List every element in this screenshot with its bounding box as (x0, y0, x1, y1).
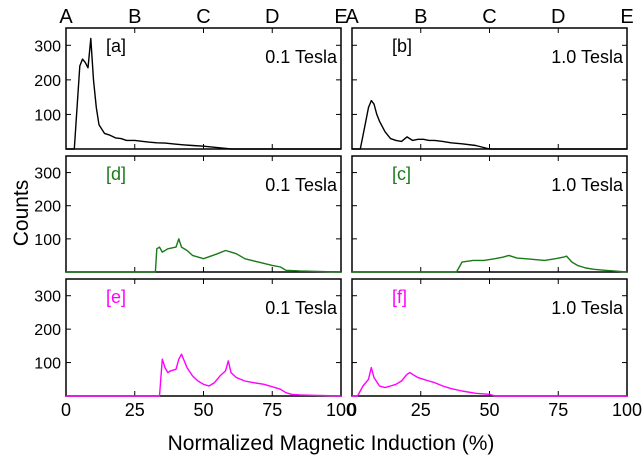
x-tick-label: 100 (326, 400, 356, 420)
y-tick-label: 300 (34, 166, 61, 183)
y-tick-label: 300 (34, 289, 61, 306)
series-line (352, 366, 627, 397)
x-tick-label: 25 (411, 400, 431, 420)
top-letter: A (59, 6, 73, 28)
x-tick-label: 100 (612, 400, 642, 420)
x-tick-label: 50 (193, 400, 213, 420)
top-letter: C (196, 6, 210, 28)
field-label: 0.1 Tesla (265, 298, 338, 318)
panel-5: 100 200 300 [e] 0.1 Tesla (34, 278, 342, 397)
x-tick-label: 25 (125, 400, 145, 420)
panel-4: [c] 1.0 Tesla (351, 155, 628, 273)
x-tick-label: 0 (61, 400, 71, 420)
top-letter: E (334, 6, 347, 28)
top-letter: C (482, 6, 496, 28)
panel-2: [b] 1.0 Tesla (351, 27, 628, 150)
series-line (66, 37, 341, 150)
top-letter: B (414, 6, 427, 28)
y-tick-label: 200 (34, 199, 61, 216)
x-tick-label: 0 (347, 400, 357, 420)
y-tick-label: 100 (34, 232, 61, 249)
field-label: 0.1 Tesla (265, 47, 338, 67)
x-axis-label: Normalized Magnetic Induction (%) (168, 432, 495, 455)
top-letter: B (128, 6, 141, 28)
series-line (352, 99, 627, 150)
top-letter: D (551, 6, 565, 28)
panel-6: [f] 1.0 Tesla (351, 278, 628, 397)
panel-label: [b] (392, 36, 412, 56)
y-tick-label: 200 (34, 73, 61, 90)
x-tick-label: 75 (262, 400, 282, 420)
panel-label: [f] (392, 287, 407, 307)
series-line (66, 238, 342, 273)
panel-1: 100 200 300 [a] 0.1 Tesla (34, 27, 342, 150)
y-axis-label: Counts (10, 180, 33, 247)
panel-label: [e] (106, 287, 126, 307)
panel-label: [c] (392, 164, 411, 184)
panel-label: [d] (106, 164, 126, 184)
series-line (66, 353, 342, 397)
top-letter: A (345, 6, 359, 28)
y-tick-label: 100 (34, 356, 61, 373)
top-letter: D (265, 6, 279, 28)
series-line (352, 254, 628, 273)
x-tick-label: 50 (479, 400, 499, 420)
y-tick-label: 100 (34, 107, 61, 124)
field-label: 1.0 Tesla (551, 175, 624, 195)
field-label: 1.0 Tesla (551, 298, 624, 318)
top-letter: E (620, 6, 633, 28)
field-label: 1.0 Tesla (551, 47, 624, 67)
y-tick-label: 300 (34, 38, 61, 55)
panel-label: [a] (106, 36, 126, 56)
y-tick-label: 200 (34, 322, 61, 339)
panel-grid: 100 200 300 [a] 0.1 Tesla [b] 1.0 Tesla 100 200 3… (34, 27, 628, 397)
top-letter-row: A B C D EA B C D E (59, 6, 633, 28)
field-label: 0.1 Tesla (265, 175, 338, 195)
panel-3: 100 200 300 [d] 0.1 Tesla (34, 155, 342, 273)
x-tick-label: 75 (548, 400, 568, 420)
